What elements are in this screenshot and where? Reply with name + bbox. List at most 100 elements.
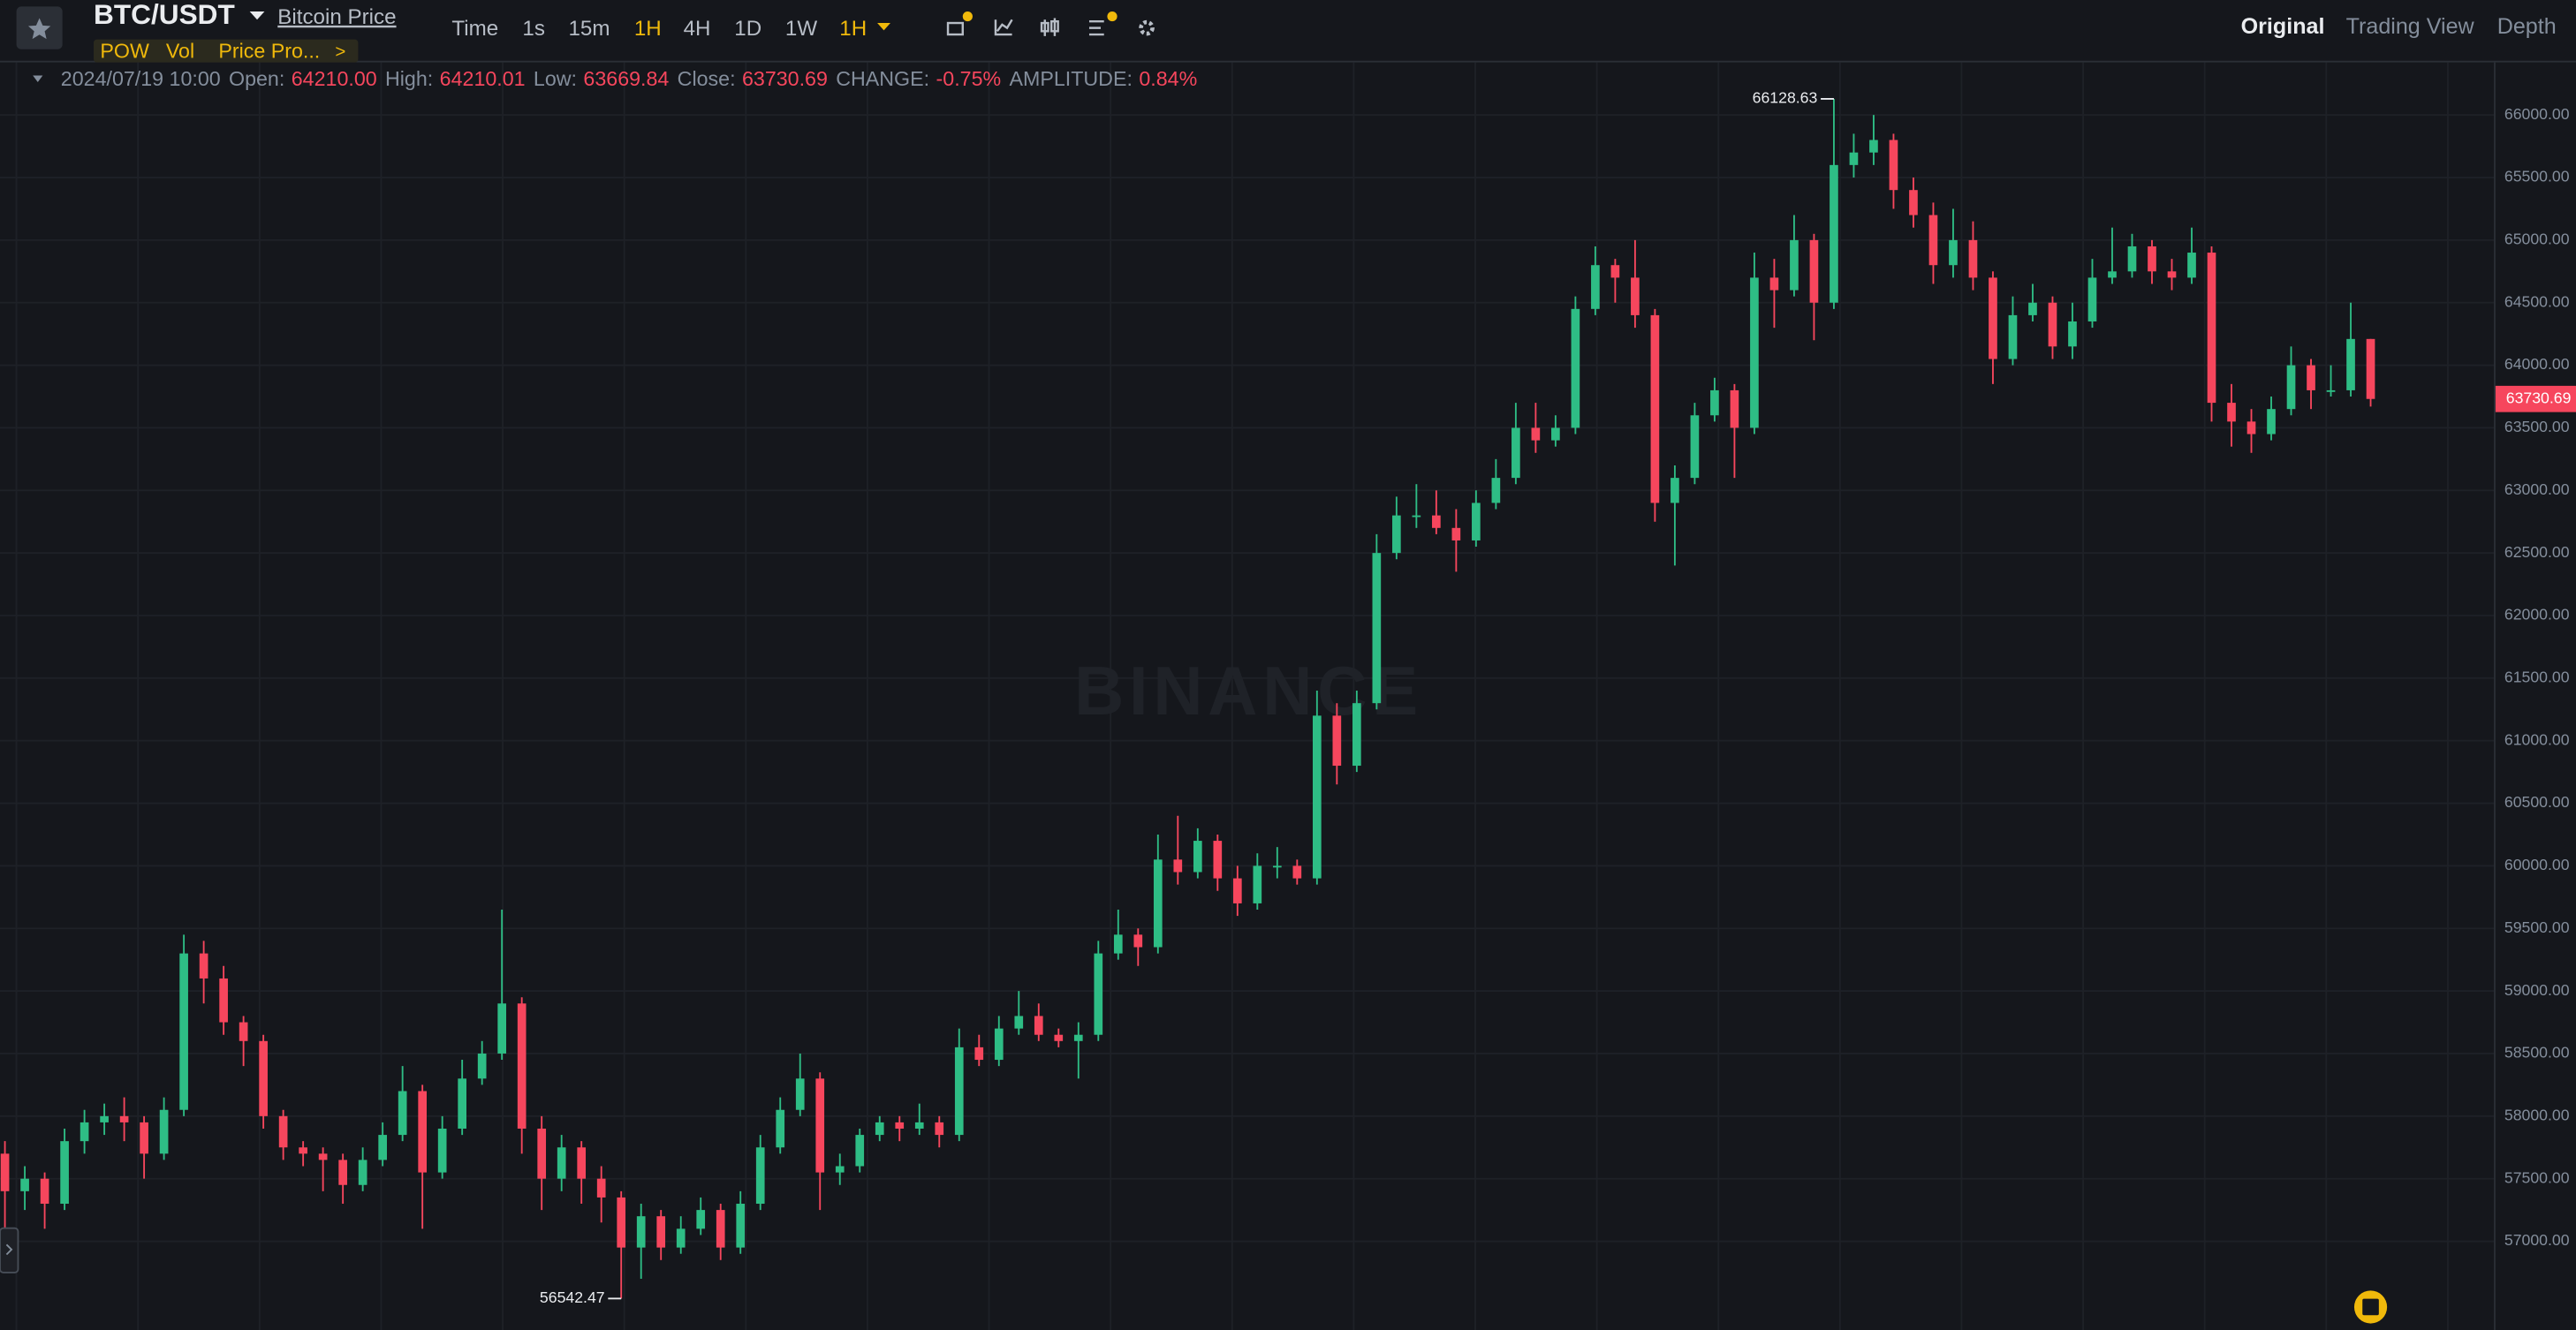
interval-dropdown[interactable]: [877, 23, 890, 31]
y-tick-label: 62500.00: [2504, 543, 2570, 561]
candle-body: [1451, 527, 1461, 540]
info-value: 64210.00: [292, 67, 377, 90]
candle-body: [895, 1122, 905, 1129]
candle-body: [497, 1003, 507, 1054]
candle-body: [1889, 140, 1898, 191]
candle-body: [855, 1135, 865, 1167]
y-tick-label: 57000.00: [2504, 1231, 2570, 1249]
candle-body: [2127, 246, 2137, 272]
indicator-more[interactable]: >: [335, 42, 345, 62]
candle-body: [1849, 152, 1859, 165]
info-value: -0.75%: [936, 67, 1002, 90]
y-tick-label: 59500.00: [2504, 918, 2570, 936]
view-tab[interactable]: Depth: [2497, 14, 2557, 39]
last-price-box: [2495, 385, 2576, 412]
candle-body: [1591, 265, 1600, 309]
candle-body: [2246, 421, 2256, 435]
candle-body: [299, 1147, 307, 1154]
candle-body: [1213, 841, 1223, 879]
info-label: High:: [385, 67, 433, 90]
high-label: 66128.63: [1753, 89, 1818, 107]
indicator-tag[interactable]: Vol: [166, 40, 194, 63]
candle-body: [1193, 841, 1202, 873]
interval[interactable]: 1H: [634, 17, 662, 41]
toolbar-icons: [946, 11, 1155, 36]
candle-body: [119, 1115, 129, 1122]
candle-body: [1610, 265, 1620, 278]
candle-body: [100, 1115, 109, 1122]
icon-indicators[interactable]: [946, 21, 964, 36]
candle-body: [2286, 365, 2296, 410]
y-tick-label: 65500.00: [2504, 168, 2570, 185]
candle-body: [60, 1141, 69, 1205]
candle-body: [477, 1053, 487, 1079]
candle-body: [1332, 715, 1342, 767]
interval[interactable]: 1D: [734, 17, 761, 41]
candle-body: [636, 1216, 646, 1248]
symbol-dropdown[interactable]: [249, 11, 265, 20]
info-label: Open:: [229, 67, 284, 90]
candle-body: [2087, 277, 2097, 321]
info-value: 63730.69: [742, 67, 828, 90]
candle-body: [1909, 190, 1918, 215]
selected-interval[interactable]: 1H: [839, 17, 867, 41]
candle-body: [1690, 415, 1700, 479]
interval[interactable]: 15m: [568, 17, 610, 41]
candle-body: [676, 1228, 686, 1248]
candle-body: [1830, 164, 1838, 303]
candle-body: [557, 1147, 566, 1179]
candle-body: [1392, 515, 1401, 554]
candle-body: [716, 1210, 725, 1248]
views: Original Trading View Depth: [2241, 14, 2557, 39]
info-bar: 2024/07/19 10:00 Open: 64210.00 High: 64210.…: [61, 67, 1197, 90]
candle-body: [994, 1028, 1004, 1061]
candle-body: [2068, 321, 2077, 347]
candle-body: [1232, 878, 1242, 903]
candle-body: [2167, 271, 2177, 278]
candle-body: [1133, 934, 1143, 948]
candle-body: [259, 1040, 268, 1116]
info-value: 63669.84: [583, 67, 669, 90]
candle-body: [1671, 478, 1679, 503]
view-tab[interactable]: Trading View: [2346, 14, 2475, 39]
y-tick-label: 57500.00: [2504, 1168, 2570, 1186]
candle-body: [2307, 365, 2315, 390]
info-value: 64210.01: [440, 67, 526, 90]
interval[interactable]: Time: [451, 17, 498, 41]
y-tick-label: 65000.00: [2504, 230, 2570, 248]
candle-body: [1571, 308, 1580, 428]
candle-body: [875, 1122, 884, 1136]
candle-body: [1949, 239, 1958, 266]
icon-candles[interactable]: [1040, 18, 1059, 36]
candle-body: [80, 1122, 89, 1142]
candle-body: [2108, 271, 2117, 278]
info-collapse[interactable]: [33, 75, 43, 82]
indicator-tag[interactable]: Price Pro...: [218, 40, 320, 63]
indicator-tag[interactable]: POW: [100, 40, 149, 63]
icon-chart-type[interactable]: [994, 19, 1013, 36]
candle-body: [1292, 865, 1302, 879]
view-tab[interactable]: Original: [2241, 14, 2325, 39]
symbol[interactable]: BTC/USDT: [94, 0, 235, 30]
candle-body: [517, 1003, 527, 1129]
side-panel-toggle[interactable]: [0, 1227, 19, 1273]
candle-body: [2148, 246, 2156, 272]
candles: [0, 98, 2375, 1299]
info-label: Low:: [534, 67, 577, 90]
interval[interactable]: 1W: [785, 17, 817, 41]
candle-body: [1054, 1034, 1064, 1041]
grid: [0, 62, 2495, 1330]
interval[interactable]: 4H: [684, 17, 711, 41]
candle-body: [20, 1178, 29, 1191]
interval[interactable]: 1s: [522, 17, 545, 41]
icon-settings-list[interactable]: [1088, 19, 1104, 36]
candle-body: [1769, 277, 1779, 291]
candle-body: [278, 1115, 288, 1148]
icon-gear[interactable]: [1139, 19, 1155, 36]
candle-body: [1551, 427, 1560, 441]
y-tick-label: 58500.00: [2504, 1044, 2570, 1062]
bitcoin-price-link[interactable]: Bitcoin Price: [277, 5, 396, 29]
info-label: CHANGE:: [836, 67, 929, 90]
watermark: BINANCE: [1074, 652, 1423, 729]
